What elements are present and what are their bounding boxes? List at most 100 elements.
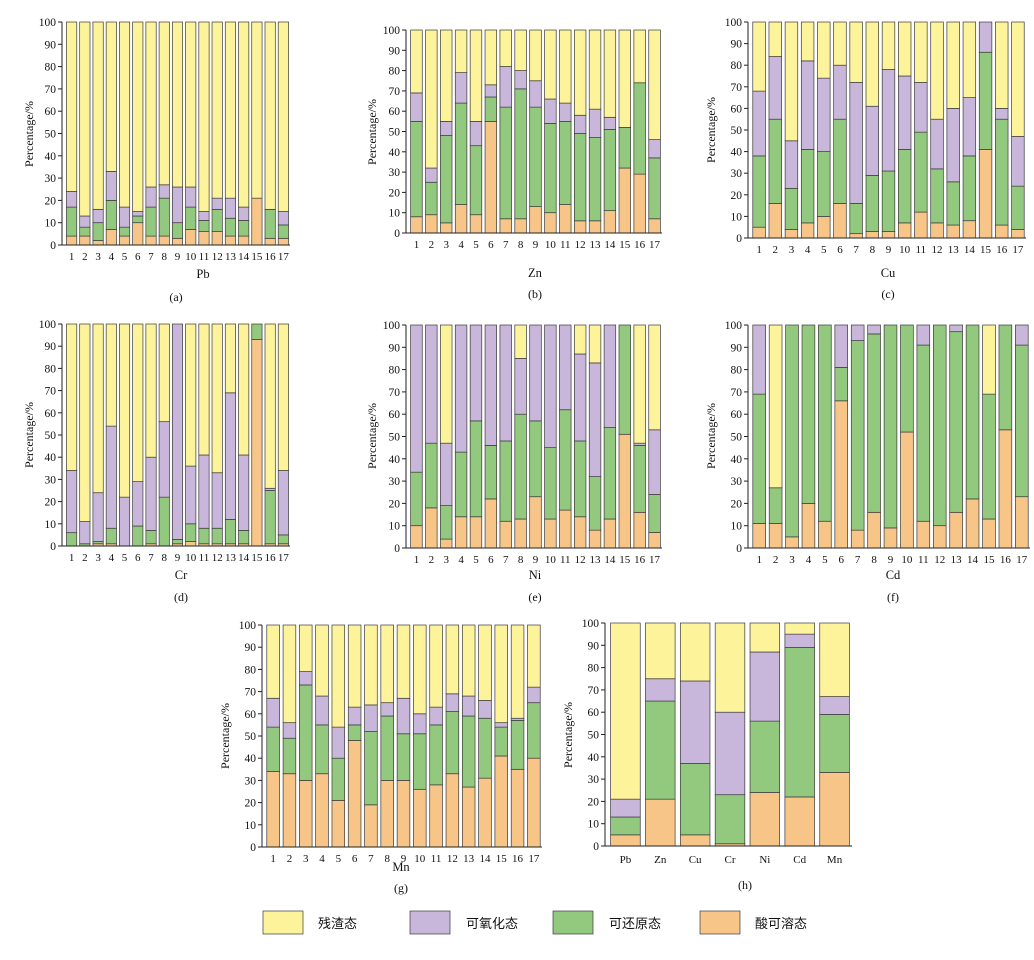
x-tick-label: 12 [212, 552, 223, 564]
bar-segment-reducible [514, 413, 527, 520]
x-tick-label: 17 [278, 552, 290, 564]
bar-13 [461, 624, 476, 848]
x-tick-label: 9 [175, 251, 181, 263]
bar-segment-oxidizable [849, 82, 863, 204]
legend-label-acid-soluble: 酸可溶态 [755, 917, 807, 932]
bar-1 [410, 29, 423, 234]
bar-segment-acid-soluble [648, 218, 661, 234]
bar-12 [211, 323, 223, 547]
bar-3 [440, 324, 453, 549]
y-tick-label: 40 [389, 454, 401, 466]
bar-segment-acid-soluble [850, 529, 865, 549]
bar-segment-residual [79, 21, 91, 217]
bar-2 [768, 21, 782, 239]
bar-segment-oxidizable [544, 324, 557, 449]
y-axis-title: Percentage/% [218, 703, 232, 769]
bar-segment-reducible [277, 224, 289, 239]
bar-17 [277, 21, 289, 246]
bar-segment-residual [92, 21, 104, 210]
x-tick-label: 15 [496, 853, 508, 865]
bar-segment-residual [185, 323, 197, 467]
bar-segment-residual [380, 624, 394, 704]
legend-swatch-acid-soluble [699, 910, 741, 935]
x-tick-label: 15 [980, 244, 992, 256]
chart-panel-d: 1 2 3 4 5 6 7 8 9 10 11 12 13 14 15 16 17010203040506070… [22, 319, 290, 604]
bar-12 [573, 324, 587, 549]
bar-segment-reducible [544, 123, 557, 214]
bar-segment-residual [833, 21, 847, 66]
bar-Pb [610, 622, 641, 847]
bar-segment-acid-soluble [559, 509, 572, 549]
bar-segment-acid-soluble [559, 204, 572, 234]
bar-segment-oxidizable [962, 97, 977, 157]
bar-5 [469, 324, 483, 549]
bar-segment-reducible [849, 203, 863, 235]
bar-segment-acid-soluble [1015, 496, 1029, 549]
bar-3 [92, 21, 104, 246]
bar-segment-residual [714, 622, 746, 713]
bar-Mn [819, 622, 850, 847]
bar-6 [484, 324, 498, 549]
bar-segment-acid-soluble [529, 496, 542, 549]
bar-segment-reducible [132, 215, 144, 224]
bar-segment-oxidizable [478, 700, 492, 719]
x-tick-label: 4 [458, 239, 464, 251]
y-tick-label: 90 [389, 45, 401, 57]
bar-7 [499, 29, 512, 234]
bar-segment-acid-soluble [440, 222, 453, 234]
bar-1 [266, 624, 280, 848]
bar-12 [930, 21, 944, 239]
bar-segment-residual [752, 21, 766, 92]
bar-segment-reducible [914, 131, 928, 213]
bar-segment-reducible [801, 324, 816, 504]
x-tick-label: 3 [443, 554, 449, 566]
bar-segment-oxidizable [211, 197, 223, 210]
bar-segment-oxidizable [752, 324, 766, 395]
bar-segment-residual [914, 21, 928, 83]
bar-segment-residual [158, 21, 170, 186]
bar-segment-oxidizable [867, 324, 881, 335]
bar-segment-reducible [211, 208, 223, 232]
chart-panel-e: 1 2 3 4 5 6 7 8 9 10 11 12 13 14 15 16 17010203040506070… [365, 320, 662, 604]
panel-label: (a) [169, 290, 182, 304]
y-tick-label: 20 [389, 498, 401, 510]
bar-segment-acid-soluble [900, 431, 914, 549]
bar-3 [785, 324, 799, 549]
bar-10 [898, 21, 912, 239]
bar-segment-reducible [800, 149, 815, 224]
y-tick-label: 0 [394, 543, 400, 555]
x-tick-label: 3 [95, 251, 101, 263]
bar-segment-reducible [1015, 344, 1029, 498]
bar-segment-reducible [461, 715, 476, 788]
bar-segment-residual [962, 21, 977, 98]
bar-segment-reducible [833, 118, 847, 204]
x-tick-label: 9 [175, 552, 181, 564]
y-axis-title: Percentage/% [704, 97, 718, 163]
bar-segment-reducible [469, 420, 483, 518]
legend-swatch-residual [262, 910, 304, 935]
x-tick-label: 12 [934, 554, 945, 566]
x-tick-label: 11 [199, 552, 210, 564]
y-tick-label: 0 [736, 543, 742, 555]
bar-segment-residual [784, 622, 815, 635]
bar-segment-reducible [768, 118, 782, 204]
bar-segment-oxidizable [850, 324, 865, 341]
x-tick-label: 11 [431, 853, 442, 865]
bar-segment-acid-soluble [817, 216, 831, 239]
x-tick-label: 7 [368, 853, 374, 865]
panel-label: (c) [881, 287, 894, 301]
bar-segment-oxidizable [105, 425, 117, 529]
bar-segment-oxidizable [648, 429, 661, 495]
bar-segment-oxidizable [679, 680, 711, 764]
bar-segment-residual [499, 29, 512, 67]
bar-segment-reducible [185, 206, 197, 230]
bar-segment-oxidizable [119, 206, 131, 228]
bar-segment-oxidizable [185, 465, 197, 525]
bar-segment-reducible [633, 445, 646, 513]
y-tick-label: 90 [731, 342, 743, 354]
y-tick-label: 50 [389, 127, 401, 139]
bar-segment-reducible [158, 496, 170, 547]
bar-segment-acid-soluble [224, 235, 236, 246]
bar-segment-reducible [930, 168, 944, 224]
y-tick-label: 60 [731, 409, 743, 421]
